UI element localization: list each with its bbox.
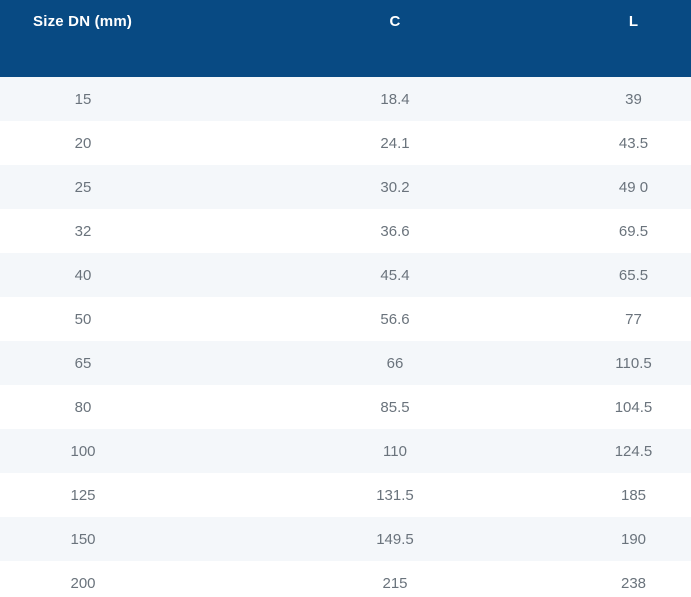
table-cell: 66 — [386, 354, 404, 372]
table-cell: 20 — [74, 134, 92, 152]
table-row: 32 36.6 69.5 — [0, 209, 691, 253]
table-cell: 40 — [74, 266, 92, 284]
table-cell: 65 — [74, 354, 92, 372]
table-cell: 24.1 — [380, 134, 410, 152]
table-cell: 124.5 — [614, 442, 653, 460]
table-header: Size DN (mm) C L — [0, 0, 691, 77]
table-row: 65 66 110.5 — [0, 341, 691, 385]
table-row: 80 85.5 104.5 — [0, 385, 691, 429]
table-cell: 80 — [74, 398, 92, 416]
table-body: 15 18.4 39 20 24.1 43.5 25 30.2 49 0 32 36.6 69.5 40… — [0, 77, 691, 597]
table-cell: 77 — [625, 310, 642, 328]
table-cell: 200 — [70, 574, 96, 592]
table-cell: 32 — [74, 222, 92, 240]
table-cell: 39 — [625, 90, 642, 108]
table-cell: 125 — [70, 486, 96, 504]
table-cell: 43.5 — [618, 134, 649, 152]
table-cell: 30.2 — [380, 178, 410, 196]
table-cell: 110 — [383, 442, 407, 460]
table-row: 100 110 124.5 — [0, 429, 691, 473]
table-row: 50 56.6 77 — [0, 297, 691, 341]
table-row: 150 149.5 190 — [0, 517, 691, 561]
column-header-l: L — [590, 0, 691, 77]
table-cell: 49 0 — [618, 178, 649, 196]
table-row: 125 131.5 185 — [0, 473, 691, 517]
table-cell: 56.6 — [380, 310, 410, 328]
table-header-row: Size DN (mm) C L — [0, 0, 691, 77]
table-cell: 25 — [74, 178, 92, 196]
table-row: 25 30.2 49 0 — [0, 165, 691, 209]
table-row: 20 24.1 43.5 — [0, 121, 691, 165]
table-cell: 85.5 — [380, 398, 410, 416]
table-cell: 69.5 — [618, 222, 649, 240]
table-cell: 65.5 — [618, 266, 649, 284]
table-row: 200 215 238 — [0, 561, 691, 597]
table-cell: 190 — [620, 530, 647, 548]
table-cell: 104.5 — [614, 398, 653, 416]
table-cell: 149.5 — [376, 530, 414, 548]
table-cell: 238 — [620, 574, 647, 592]
table-cell: 131.5 — [376, 486, 414, 504]
table-cell: 215 — [382, 574, 408, 592]
table-cell: 36.6 — [380, 222, 410, 240]
table-cell: 50 — [74, 310, 92, 328]
column-header-size-dn: Size DN (mm) — [0, 0, 200, 77]
table-cell: 45.4 — [380, 266, 410, 284]
table-cell: 18.4 — [380, 90, 410, 108]
table-cell: 150 — [70, 530, 96, 548]
table-row: 15 18.4 39 — [0, 77, 691, 121]
table-cell: 185 — [620, 486, 647, 504]
table-row: 40 45.4 65.5 — [0, 253, 691, 297]
table-cell: 15 — [74, 90, 92, 108]
column-header-c: C — [200, 0, 590, 77]
table-cell: 110.5 — [615, 354, 652, 372]
table-cell: 100 — [70, 442, 96, 460]
